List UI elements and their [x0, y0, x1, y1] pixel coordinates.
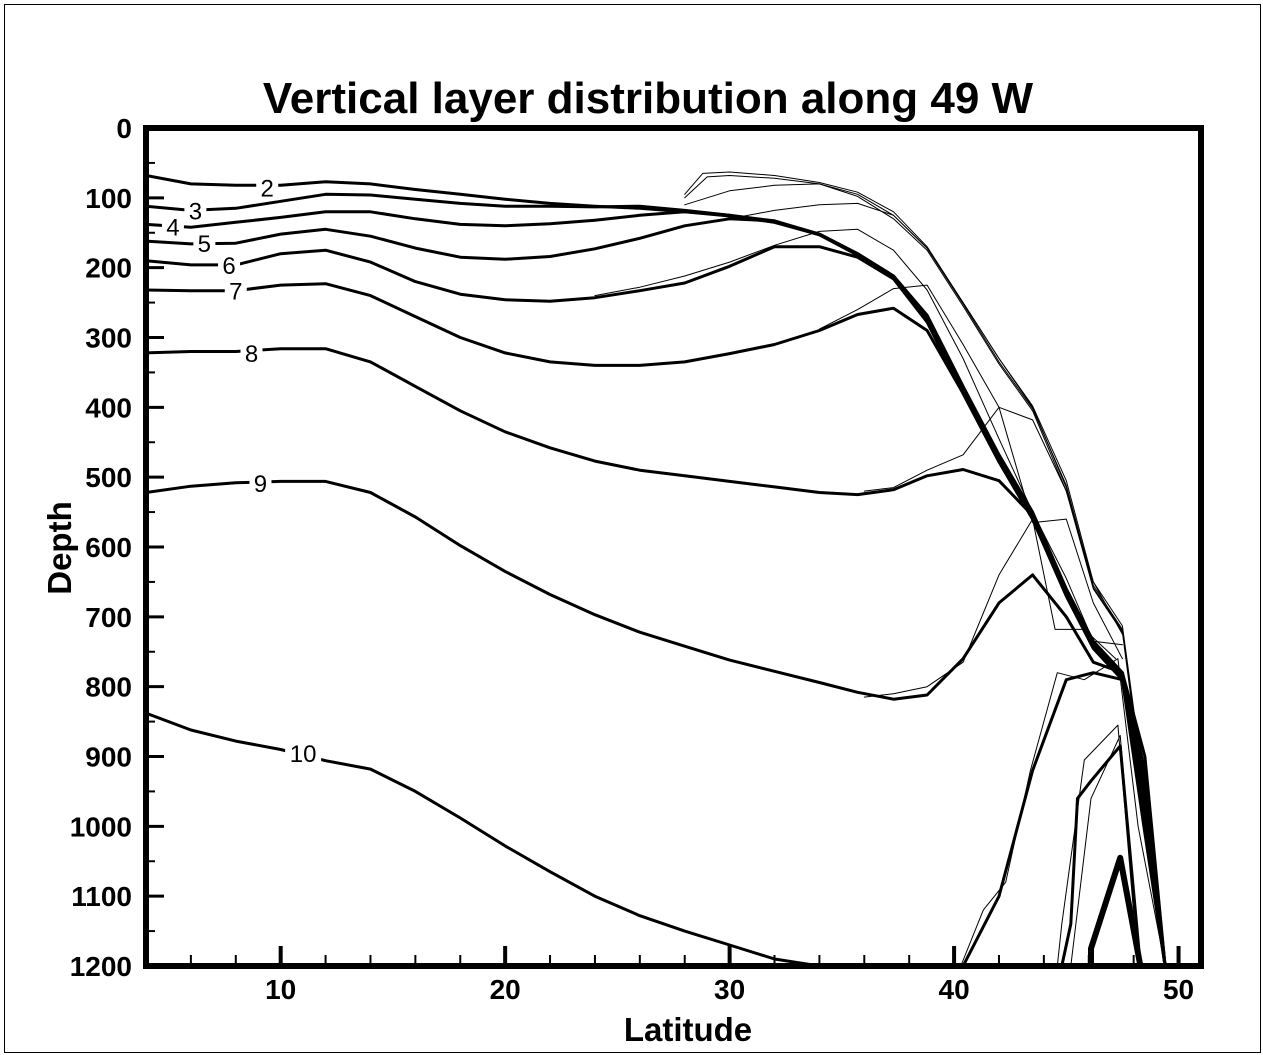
y-tick-label-1: 100 [85, 183, 132, 214]
x-tick-label-1: 20 [490, 974, 521, 1005]
layer-distribution-chart: Vertical layer distribution along 49 W 2… [41, 74, 1204, 1048]
contour-line-unlabelled-11 [684, 183, 1146, 806]
y-tick-label-5: 500 [85, 462, 132, 493]
y-tick-label-7: 700 [85, 602, 132, 633]
contour-label-bg-5 [193, 230, 216, 257]
contour-line-unlabelled-14 [818, 284, 1123, 635]
y-axis-label: Depth [41, 501, 78, 595]
plot-border [143, 125, 1204, 969]
x-tick-label-0: 10 [265, 974, 296, 1005]
contour-label-9: 9 [254, 471, 267, 498]
contour-line-unlabelled-9 [684, 171, 1146, 792]
contour-label-8: 8 [245, 341, 258, 368]
contour-label-bg-7 [224, 277, 247, 304]
chart-title: Vertical layer distribution along 49 W [263, 74, 1034, 123]
contour-line-unlabelled-12 [729, 202, 1123, 632]
contour-line-9 [146, 479, 1167, 966]
figure-frame: Vertical layer distribution along 49 W 2… [4, 4, 1261, 1053]
x-tick-label-2: 30 [714, 974, 745, 1005]
y-tick-label-6: 600 [85, 532, 132, 563]
contour-line-unlabelled-13 [594, 228, 1123, 646]
contour-line-10 [146, 671, 1167, 966]
contour-line-unlabelled-15 [863, 406, 1123, 660]
contour-label-bg-9 [249, 469, 272, 496]
contour-line-unlabelled-21 [1088, 854, 1144, 966]
contour-line-unlabelled-17 [960, 658, 1166, 966]
y-tick-label-10: 1000 [70, 811, 132, 842]
y-tick-label-2: 200 [85, 253, 132, 284]
contour-label-bg-2 [256, 174, 279, 201]
x-tick-label-3: 40 [939, 974, 970, 1005]
contour-line-7 [146, 282, 1167, 966]
contour-label-6: 6 [222, 253, 235, 280]
y-tick-label-0: 0 [116, 113, 132, 144]
y-tick-label-11: 1100 [71, 881, 132, 912]
contour-line-8 [146, 347, 1167, 966]
x-axis: 10 20 30 40 50 [189, 946, 1194, 1005]
x-tick-label-4: 50 [1163, 974, 1194, 1005]
y-axis: 0 100 200 300 400 500 600 700 800 900 1000 1100 1200 [70, 113, 164, 982]
y-tick-label-4: 400 [85, 392, 132, 423]
contour-line-unlabelled-16 [863, 518, 1117, 698]
y-tick-label-9: 900 [85, 742, 132, 773]
contour-label-4: 4 [166, 214, 179, 241]
contour-label-bg-10 [285, 740, 322, 767]
x-axis-label: Latitude [624, 1011, 752, 1048]
contour-label-bg-3 [184, 197, 207, 224]
contour-label-2: 2 [261, 175, 274, 202]
contour-line-6 [146, 245, 1167, 966]
contour-label-5: 5 [198, 231, 211, 258]
contour-label-bg-6 [218, 251, 241, 278]
y-tick-label-3: 300 [85, 323, 132, 354]
contour-label-7: 7 [229, 279, 242, 306]
contour-label-10: 10 [290, 741, 317, 768]
contour-label-bg-4 [161, 213, 184, 240]
y-tick-label-8: 800 [85, 672, 132, 703]
contour-lines [146, 171, 1167, 966]
contour-label-3: 3 [189, 198, 202, 225]
contour-line-unlabelled-10 [684, 175, 1146, 799]
contour-line-unlabelled-20 [1060, 744, 1142, 966]
contour-label-bg-8 [240, 339, 263, 366]
y-tick-label-12: 1200 [70, 951, 132, 982]
